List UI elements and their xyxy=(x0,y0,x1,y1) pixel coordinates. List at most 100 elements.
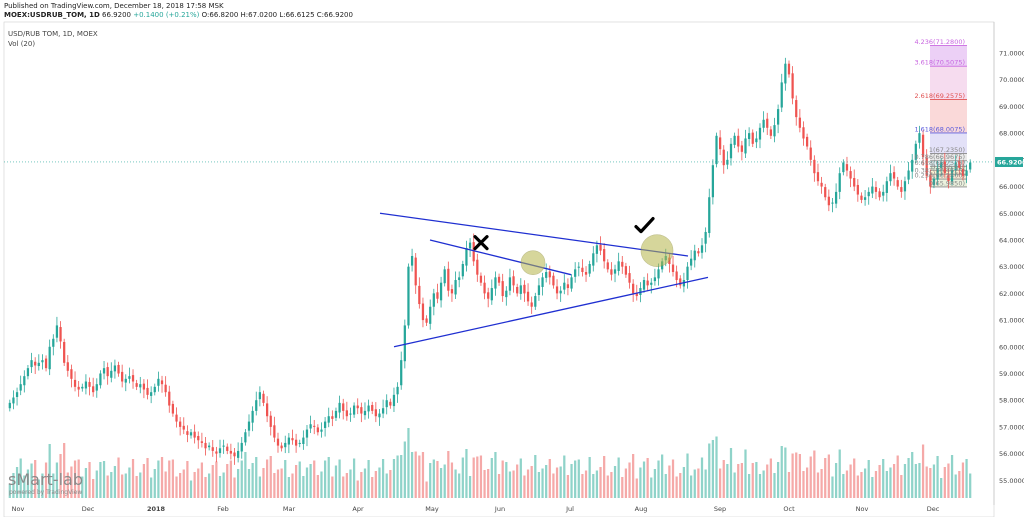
candle-body xyxy=(222,445,225,447)
volume-bar xyxy=(381,459,385,498)
volume-bar xyxy=(168,460,171,498)
candle-body xyxy=(896,180,899,187)
candle-body xyxy=(903,181,907,192)
volume-bar xyxy=(668,465,671,498)
candle-body xyxy=(15,392,19,397)
volume-bar xyxy=(352,458,356,498)
candle xyxy=(802,121,805,146)
volume-bar xyxy=(200,462,204,498)
candle xyxy=(961,160,965,181)
candle xyxy=(722,145,725,174)
candle xyxy=(889,164,892,186)
candle xyxy=(900,179,903,198)
candle-body xyxy=(432,293,435,307)
volume-bar xyxy=(360,472,363,498)
candle-body xyxy=(124,378,127,383)
volume-bar xyxy=(903,464,907,498)
candle xyxy=(92,377,95,397)
candle-body xyxy=(911,159,914,172)
candle xyxy=(541,272,544,296)
candle-body xyxy=(291,438,294,441)
x-tick-label: Sep xyxy=(714,505,726,513)
candle xyxy=(88,377,91,396)
y-tick-label: 64.0000 xyxy=(999,236,1024,244)
candle-body xyxy=(595,245,599,254)
volume-bar xyxy=(418,455,421,498)
candle-body xyxy=(588,264,591,274)
candle-body xyxy=(519,285,522,294)
volume-bar xyxy=(458,473,461,498)
volume-bar xyxy=(55,462,59,498)
candle xyxy=(458,271,461,288)
candle xyxy=(497,273,501,286)
candle-body xyxy=(690,258,693,266)
candle-body xyxy=(729,143,733,159)
volume-bar xyxy=(208,473,211,498)
candle xyxy=(853,169,856,192)
candle-body xyxy=(479,275,483,283)
volume-bar xyxy=(545,465,548,498)
fib-level-label: 4.236(71.2800) xyxy=(914,38,965,46)
volume-bar xyxy=(697,468,700,498)
candle-body xyxy=(541,277,544,287)
candle xyxy=(867,187,870,205)
candle-body xyxy=(671,264,675,273)
candle xyxy=(878,188,881,201)
volume-bar xyxy=(59,454,62,498)
candle xyxy=(628,265,631,289)
candle xyxy=(124,374,127,392)
volume-bar xyxy=(327,457,330,498)
candle xyxy=(352,402,356,418)
volume-bar xyxy=(726,464,729,498)
candle xyxy=(418,277,421,309)
candle xyxy=(624,262,628,278)
fib-level-label: 0.786(66.9675) xyxy=(914,153,965,161)
candle xyxy=(121,364,124,388)
candle xyxy=(516,283,519,297)
volume-bar xyxy=(229,460,233,498)
volume-bar xyxy=(845,470,849,498)
candle xyxy=(577,262,580,277)
candle xyxy=(947,168,950,189)
candle-body xyxy=(429,306,432,324)
volume-bar xyxy=(95,470,98,498)
candle xyxy=(574,262,577,283)
candle xyxy=(15,387,19,406)
x-tick-label: May xyxy=(425,505,439,513)
volume-bar xyxy=(175,476,178,498)
published-line: Published on TradingView.com, December 1… xyxy=(4,2,224,10)
candle-body xyxy=(882,191,885,196)
volume-bar xyxy=(363,468,367,498)
candle xyxy=(798,109,801,133)
candle xyxy=(320,422,323,438)
volume-bar xyxy=(925,466,928,498)
fib-level-label: 0(65.9850) xyxy=(929,179,965,187)
candle-body xyxy=(113,365,117,372)
candle xyxy=(548,265,551,285)
change-value: +0.1400 (+0.21%) xyxy=(133,11,200,19)
volume-bar xyxy=(711,440,715,498)
volume-bar xyxy=(617,457,620,498)
candle-body xyxy=(552,275,555,286)
volume-bar xyxy=(559,466,562,498)
candle xyxy=(349,407,352,422)
candle-body xyxy=(867,191,870,197)
candle xyxy=(787,60,791,78)
candle xyxy=(378,409,381,426)
volume-bar xyxy=(280,468,283,498)
fib-level-label: 0.382(66.4625) xyxy=(914,167,965,175)
volume-bar xyxy=(555,467,559,498)
volume-bar xyxy=(265,459,269,498)
candle xyxy=(34,357,37,375)
candle xyxy=(936,160,939,186)
candle xyxy=(135,379,138,391)
candle-body xyxy=(52,338,55,347)
candle-body xyxy=(639,288,642,295)
y-tick-label: 62.0000 xyxy=(999,290,1024,298)
candle-body xyxy=(860,195,863,200)
volume-bar xyxy=(142,464,146,498)
candle-body xyxy=(410,255,414,266)
volume-bar xyxy=(338,459,341,498)
candle-body xyxy=(342,403,345,411)
